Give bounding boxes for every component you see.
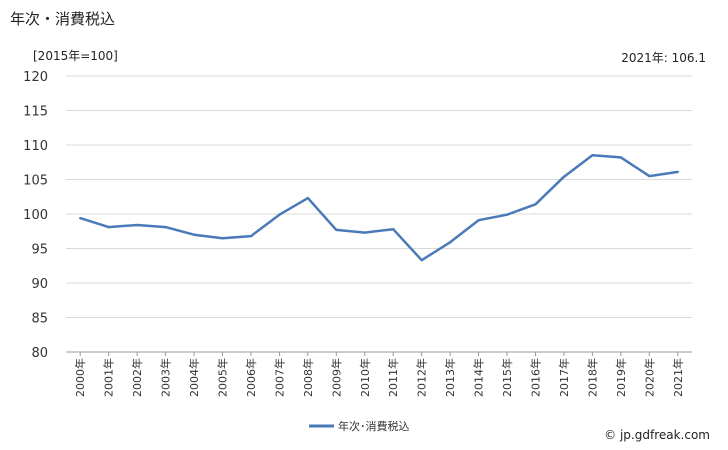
unit-label: [2015年=100] (33, 49, 118, 63)
data-point (676, 170, 679, 174)
y-tick-label: 80 (31, 346, 48, 361)
x-tick-label: 2021年 (671, 358, 685, 397)
x-tick-label: 2010年 (358, 358, 372, 397)
x-tick-label: 2013年 (443, 358, 457, 397)
x-tick-label: 2016年 (529, 358, 543, 397)
x-tick-label: 2011年 (386, 358, 400, 397)
data-point (448, 241, 452, 244)
x-tick-label: 2006年 (244, 358, 258, 397)
x-tick-label: 2012年 (415, 358, 429, 397)
y-tick-label: 105 (23, 174, 48, 189)
y-tick-label: 90 (31, 277, 48, 292)
data-point (420, 259, 423, 262)
data-point (591, 154, 594, 157)
y-tick-label: 110 (23, 139, 48, 154)
data-point (562, 175, 566, 178)
data-point (534, 203, 537, 206)
data-point (477, 219, 480, 222)
legend-label: 年次･消費税込 (338, 419, 410, 433)
x-tick-label: 2000年 (73, 358, 87, 397)
data-point (192, 233, 196, 236)
x-tick-label: 2015年 (500, 358, 514, 397)
y-axis-ticks: 80 85 90 95 100 105 110 115 120 (23, 70, 48, 361)
source-credit: © jp.gdfreak.com (604, 428, 710, 442)
latest-value-label: 2021年: 106.1 (621, 51, 706, 65)
x-tick-label: 2008年 (301, 358, 315, 397)
x-tick-label: 2019年 (614, 358, 628, 397)
data-point (135, 223, 139, 227)
data-point (79, 216, 82, 220)
x-tick-label: 2003年 (159, 358, 173, 397)
data-point (505, 213, 509, 216)
y-tick-label: 120 (23, 70, 48, 85)
data-point (107, 225, 110, 229)
series-group (79, 154, 679, 262)
x-tick-label: 2001年 (102, 358, 116, 397)
x-axis-ticks: 2000年 2001年 2002年 2003年 2004年 2005年 2006年 2007年… (73, 352, 685, 397)
data-point (164, 225, 167, 229)
chart-title: 年次・消費税込 (10, 10, 116, 28)
x-tick-label: 2014年 (472, 358, 486, 397)
data-point (392, 227, 395, 231)
data-point (619, 156, 623, 159)
data-point (221, 236, 224, 240)
x-tick-label: 2005年 (216, 358, 230, 397)
x-tick-label: 2007年 (272, 358, 286, 397)
gridlines (66, 75, 692, 353)
data-point (278, 213, 281, 216)
legend: 年次･消費税込 (309, 419, 410, 433)
x-tick-label: 2018年 (585, 358, 599, 397)
y-tick-label: 100 (23, 208, 48, 223)
series-line (79, 154, 678, 262)
data-point (335, 228, 338, 232)
y-tick-label: 85 (31, 312, 48, 327)
y-tick-label: 95 (31, 243, 48, 258)
x-tick-label: 2017年 (557, 358, 571, 397)
y-tick-label: 115 (23, 105, 48, 120)
x-tick-label: 2002年 (130, 358, 144, 397)
x-tick-label: 2020年 (642, 358, 656, 397)
data-point (363, 231, 366, 234)
data-point (648, 174, 651, 178)
data-point (249, 234, 253, 238)
data-point (306, 196, 310, 200)
x-tick-label: 2004年 (187, 358, 201, 397)
x-tick-label: 2009年 (329, 358, 343, 397)
